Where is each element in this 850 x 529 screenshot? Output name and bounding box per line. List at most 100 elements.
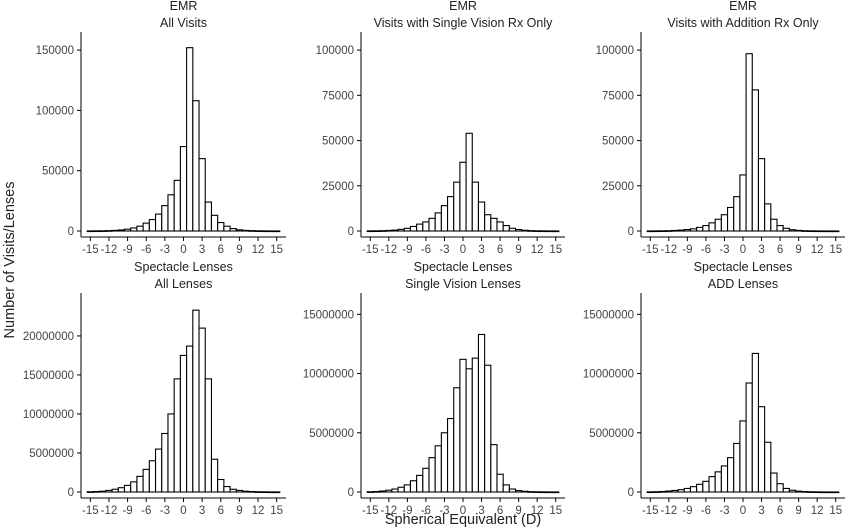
histogram-bar [807,230,815,233]
histogram-bar [409,480,418,493]
histogram-bar [533,491,541,493]
x-tick-label: 12 [252,505,265,517]
histogram-bar [689,228,698,232]
x-tick-label: 15 [270,244,283,256]
panel-title-line: Single Vision Lenses [405,277,521,291]
histogram-bar [739,174,747,232]
histogram-bar [198,327,206,493]
histogram-bar [154,213,163,232]
histogram-bar [496,221,504,232]
histogram-bar [658,230,667,233]
x-tick-label: -3 [719,505,729,517]
histogram-bar [733,442,741,493]
histogram-bar [652,230,661,233]
x-tick-label: 15 [829,505,842,517]
x-tick-label: -9 [682,244,692,256]
histogram-bar [782,487,790,493]
x-tick-label: 9 [515,505,521,517]
x-tick-label: -15 [642,505,659,517]
panel-title-line: Spectacle Lenses [694,260,793,274]
histogram-bar [142,468,150,493]
x-tick-label: 6 [218,244,224,256]
histogram-bar [465,132,473,232]
x-tick-label: -6 [701,505,711,517]
histogram-bar [123,228,132,232]
histogram-bar [186,47,194,232]
histogram-bar [714,218,722,232]
histogram-bar [652,491,661,493]
x-tick-label: -3 [160,505,170,517]
x-tick-label: 15 [829,244,842,256]
x-tick-label: -6 [421,244,431,256]
x-tick-label: 0 [180,505,186,517]
histogram-bar [832,491,840,494]
histogram-bar [173,179,181,232]
x-tick-label: 3 [199,244,205,256]
y-tick-label: 50000 [42,166,74,178]
histogram-bar [179,354,188,493]
histogram-bar [136,225,144,232]
histogram-bar [86,230,94,233]
histogram-bar [745,382,753,493]
x-tick-label: -9 [402,244,412,256]
histogram-bar [484,364,492,493]
histogram-bar [366,491,374,493]
histogram-bar [552,230,560,233]
histogram-bar [776,483,784,493]
histogram-bar [428,217,436,232]
x-tick-label: -6 [701,244,711,256]
x-tick-label: 9 [236,244,242,256]
y-tick-label: 10000000 [23,409,74,421]
histogram-bar [702,225,710,232]
histogram-bar [484,214,492,232]
x-tick-label: 3 [758,244,764,256]
histogram-bar [223,485,231,493]
histogram-bar [397,486,405,493]
histogram-bar [514,490,523,493]
x-tick-label: 15 [549,244,562,256]
histogram-bar [397,228,405,232]
x-tick-label: 0 [460,244,466,256]
histogram-bar [391,229,399,232]
histogram-bar [142,222,150,232]
histogram-bar [782,227,790,232]
histogram-bar [521,229,529,232]
histogram-bar [465,368,473,493]
x-tick-label: 6 [497,505,503,517]
x-tick-label: -3 [439,505,449,517]
histogram-bar [366,230,374,233]
y-tick-label: 25000 [602,181,634,193]
histogram-bar [770,218,778,232]
histogram-bar [696,483,704,493]
histogram-bar [266,230,275,233]
histogram-bar [527,491,535,493]
histogram-bar [148,460,157,493]
histogram-bar [539,230,548,233]
histogram-bar [198,158,206,232]
histogram-bar [204,378,213,493]
y-tick-label: 0 [348,226,354,238]
panel-title-line: EMR [449,0,477,13]
histogram-bar [266,491,275,494]
histogram-bar [832,230,840,233]
histogram-bar [720,465,729,493]
panel-title-line: Spectacle Lenses [134,260,233,274]
histogram-bar [745,53,753,232]
y-tick-label: 5000000 [309,428,354,440]
histogram-bar [123,484,132,493]
histogram-bar [186,345,194,493]
histogram-bar [794,490,803,493]
x-tick-label: -9 [402,505,412,517]
y-tick-label: 100000 [596,45,634,57]
histogram-bar [130,227,138,232]
histogram-bar [677,489,685,493]
histogram-bar [136,475,144,493]
x-tick-label: -6 [141,244,151,256]
y-tick-label: 0 [628,487,634,499]
y-axis-title: Number of Visits/Lenses [2,182,18,339]
x-axis-title: Spherical Equivalent (D) [385,512,541,528]
histogram-bar [229,488,237,493]
histogram-bar [502,225,510,232]
panel-title-line: EMR [170,0,198,13]
histogram-bar [646,230,654,233]
